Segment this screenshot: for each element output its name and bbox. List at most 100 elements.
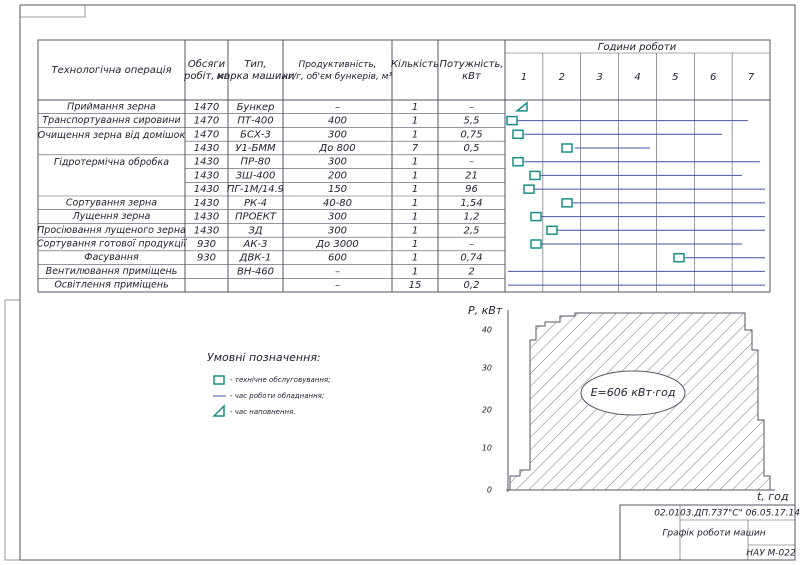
fill-mark	[514, 101, 528, 112]
cell: 1	[412, 129, 418, 140]
title-block-frame	[619, 504, 796, 561]
cell: 7	[412, 143, 419, 154]
legend-triangle	[212, 404, 225, 417]
cell: 2,5	[464, 225, 480, 236]
energy-ellipse	[580, 370, 686, 416]
cell: 300	[328, 129, 347, 140]
legend-item: - час наповнення.	[230, 408, 296, 416]
y-axis-label: Р, кВт	[468, 304, 503, 317]
cell: 200	[328, 170, 347, 181]
y-tick-label: 0	[487, 486, 492, 495]
cell: ВН-460	[237, 266, 274, 277]
service-mark	[512, 156, 524, 167]
cell: 1	[412, 212, 418, 223]
timeline	[506, 101, 765, 286]
cell: 150	[328, 184, 347, 195]
header-cell: Потужність, кВт	[439, 58, 503, 82]
cell: –	[335, 102, 340, 113]
hour-label: 4	[634, 72, 640, 83]
cell: 300	[328, 157, 347, 168]
cell: Приймання зерна	[67, 101, 156, 112]
cell: 1	[412, 239, 418, 250]
cell: 0,2	[464, 280, 480, 291]
energy-label: Е=606 кВт·год	[591, 386, 676, 399]
cell: 930	[197, 239, 216, 250]
cell: 930	[197, 253, 216, 264]
legend-title: Умовні позначення:	[207, 351, 321, 364]
header-cell: Обсяги робіт, кг	[183, 58, 230, 82]
cell: –	[335, 266, 340, 277]
cell: Просіювання лущеного зерна	[37, 225, 186, 236]
hour-label: 1	[521, 72, 527, 83]
cell: 1	[412, 253, 418, 264]
cell: 1430	[194, 198, 219, 209]
cell: ЗШ-400	[236, 170, 276, 181]
legend-item: - час роботи обладнання;	[230, 392, 324, 400]
cell: 1	[412, 266, 418, 277]
cell: До 3000	[315, 239, 359, 250]
cell: 1430	[194, 212, 219, 223]
cell: –	[469, 102, 474, 113]
legend-item: - технічне обслуговування;	[230, 376, 330, 384]
cell: 96	[465, 184, 478, 195]
title-block: 02.0103.ДП.737"С" 06.05.17.14.1ГЧ Графік…	[619, 504, 800, 561]
header-cell: Тип, марка машини	[217, 59, 295, 82]
cell: 21	[465, 170, 478, 181]
doc-code: 02.0103.ДП.737"С" 06.05.17.14.1ГЧ	[654, 509, 800, 519]
hours-title: Години роботи	[598, 41, 677, 53]
cell: 1470	[194, 102, 219, 113]
cell: 0,5	[464, 143, 480, 154]
service-mark	[530, 239, 542, 249]
service-mark	[529, 170, 541, 181]
side-stamp	[4, 299, 21, 561]
cell: 1430	[194, 157, 219, 168]
cell: Бункер	[237, 102, 275, 113]
cell: 2	[468, 266, 474, 277]
header-cell: Технологічна операція	[51, 64, 171, 76]
y-tick-label: 40	[482, 326, 492, 335]
y-tick-label: 30	[482, 364, 492, 373]
cell: Сортування готової продукції	[37, 239, 188, 250]
org-code: НАУ М-022	[746, 549, 796, 559]
cell: 1,2	[464, 212, 480, 223]
hour-label: 6	[710, 72, 716, 83]
service-mark	[512, 129, 524, 140]
cell: Транспортування сировини	[42, 115, 180, 126]
cell: 15	[409, 280, 422, 291]
cell: 300	[328, 225, 347, 236]
cell: 1430	[194, 143, 219, 154]
hour-label: 3	[596, 72, 602, 83]
cell: Освітлення приміщень	[54, 280, 168, 291]
cell: 0,75	[460, 129, 482, 140]
cell: Сортування зерна	[66, 197, 157, 208]
cell: 1	[412, 102, 418, 113]
cell: Очищення зерна від домішок	[38, 130, 186, 141]
cell: 40-80	[323, 198, 352, 209]
cell: АК-3	[243, 239, 268, 250]
cell: 0,74	[460, 253, 482, 264]
cell: 1	[412, 157, 418, 168]
cell: ЗД	[248, 225, 262, 236]
cell: 600	[328, 253, 347, 264]
cell: Гідротермічна обробка	[54, 157, 169, 168]
service-mark	[561, 198, 573, 208]
cell: ПР-80	[241, 157, 271, 168]
cell: 1	[412, 170, 418, 181]
service-mark	[561, 143, 573, 153]
cell: 1470	[194, 116, 219, 127]
cell: 1,54	[460, 198, 482, 209]
cell: 1470	[194, 129, 219, 140]
cell: 1	[412, 198, 418, 209]
cell: Вентилювання приміщень	[46, 266, 178, 277]
y-tick-label: 20	[482, 406, 492, 415]
legend-square	[213, 375, 225, 385]
cell: Лущення зерна	[72, 211, 151, 222]
service-mark	[673, 252, 685, 263]
hour-label: 2	[559, 72, 565, 83]
cell: У1-БММ	[235, 143, 276, 154]
cell: РК-4	[244, 198, 267, 209]
hour-label: 5	[672, 72, 678, 83]
service-mark	[546, 225, 558, 236]
cell: 1	[412, 225, 418, 236]
cell: –	[335, 280, 340, 291]
